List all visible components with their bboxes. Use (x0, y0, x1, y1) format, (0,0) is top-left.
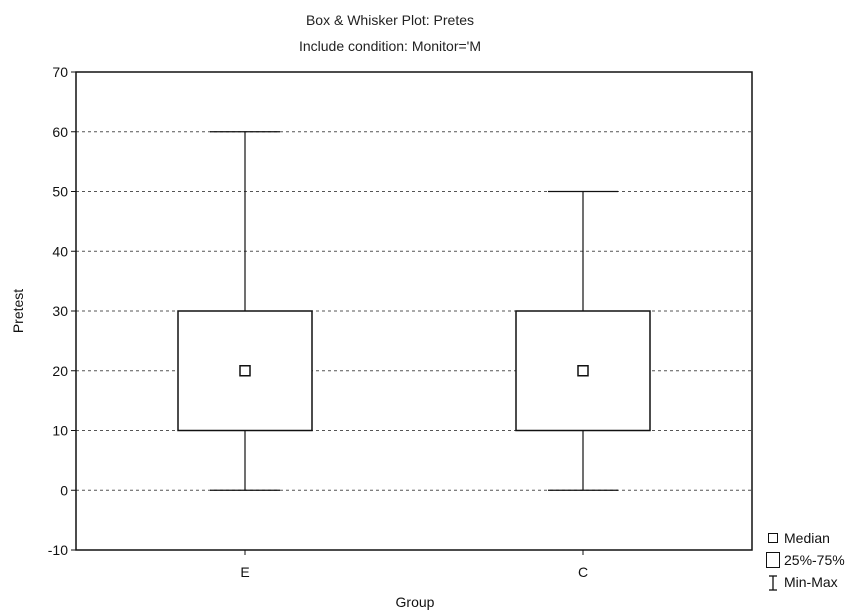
y-tick-label: 70 (52, 64, 68, 80)
y-tick-label: 50 (52, 184, 68, 200)
median-marker (577, 365, 589, 377)
legend-item-minmax: Min-Max (766, 574, 838, 591)
box-C: C (515, 190, 651, 580)
x-tick-label: C (578, 564, 588, 580)
y-tick-label: 0 (60, 482, 68, 498)
box-rect-icon (766, 552, 780, 568)
legend-label-minmax: Min-Max (784, 574, 838, 590)
y-tick-label: 60 (52, 124, 68, 140)
y-tick-label: 40 (52, 243, 68, 259)
legend-item-quartiles: 25%-75% (766, 552, 845, 568)
median-square-icon (768, 533, 778, 543)
legend-item-median: Median (766, 530, 830, 546)
y-tick-label: 10 (52, 423, 68, 439)
chart-title: Box & Whisker Plot: Pretes (305, 12, 475, 28)
y-tick-label: 20 (52, 363, 68, 379)
median-marker (239, 365, 251, 377)
y-tick-label: 30 (52, 303, 68, 319)
whisker-icon (769, 575, 777, 591)
y-tick-label: -10 (48, 542, 68, 558)
y-axis-label: Pretest (10, 289, 26, 333)
plot-area-frame (75, 71, 753, 551)
chart-subtitle: Include condition: Monitor='M (298, 38, 482, 54)
x-axis-label: Group (396, 594, 435, 610)
x-tick-label: E (240, 564, 249, 580)
legend-label-median: Median (784, 530, 830, 546)
legend-label-quartiles: 25%-75% (784, 552, 845, 568)
box-E: E (177, 131, 313, 580)
